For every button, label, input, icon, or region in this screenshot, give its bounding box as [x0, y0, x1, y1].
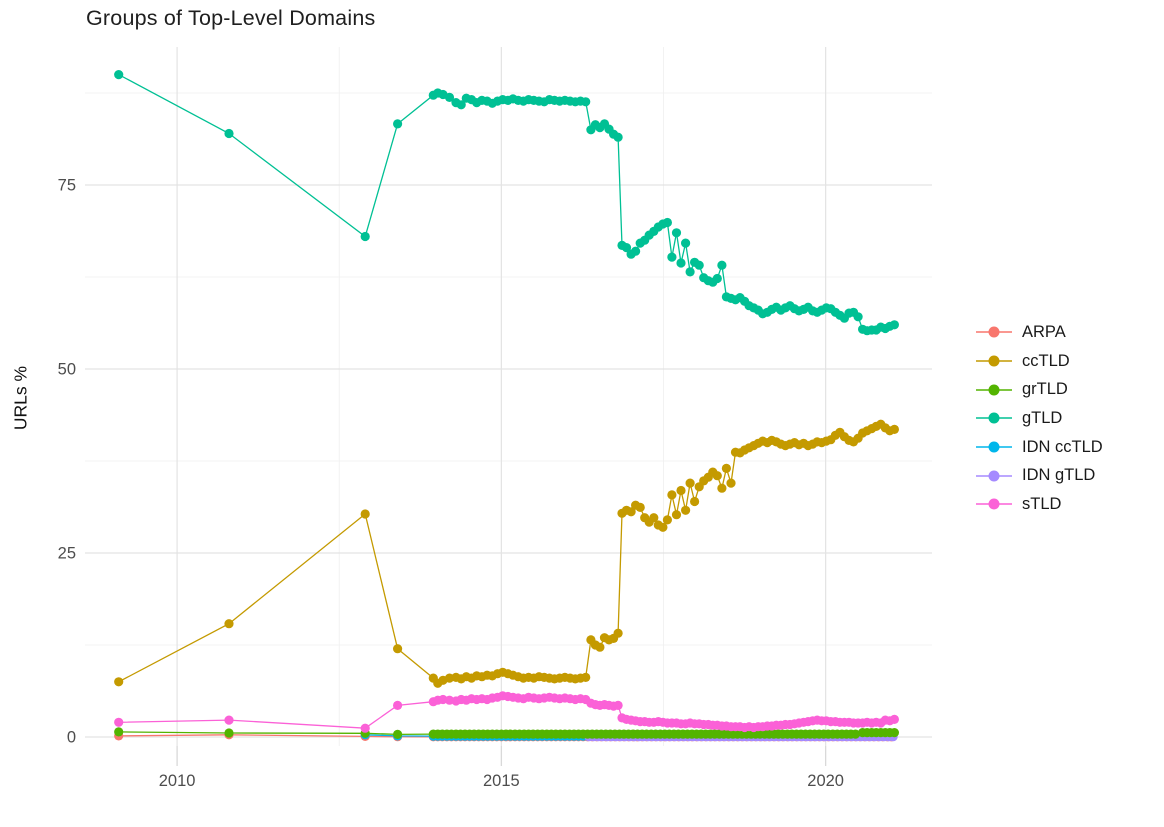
data-point-cctld	[662, 515, 673, 525]
data-point-gtld	[667, 252, 677, 262]
y-tick-label: 0	[67, 729, 76, 747]
data-point-cctld	[595, 642, 605, 652]
data-point-gtld	[444, 92, 455, 102]
series-line-gtld	[118, 74, 895, 332]
data-point-stld	[224, 715, 234, 725]
legend-key-point	[988, 326, 1000, 338]
data-point-stld	[613, 700, 623, 711]
x-tick-label: 2010	[159, 772, 196, 790]
chart-title: Groups of Top-Level Domains	[86, 6, 376, 30]
data-point-gtld	[224, 128, 234, 139]
legend-item-label: ARPA	[1022, 322, 1066, 341]
data-point-gtld	[671, 228, 682, 238]
data-point-cctld	[658, 522, 668, 532]
data-point-cctld	[393, 644, 403, 654]
legend-item-cctld: ccTLD	[976, 347, 1103, 376]
legend-item-label: gTLD	[1022, 408, 1063, 427]
data-point-gtld	[581, 97, 591, 107]
legend-item-idn-gtld: IDN gTLD	[976, 461, 1103, 490]
data-point-stld	[114, 717, 124, 727]
legend-item-arpa: ARPA	[976, 318, 1103, 347]
data-point-cctld	[685, 478, 695, 488]
data-point-cctld	[681, 505, 691, 515]
data-point-stld	[393, 700, 403, 711]
legend-key-point	[988, 384, 1000, 396]
data-point-grtld	[224, 728, 234, 738]
data-point-cctld	[717, 483, 727, 493]
data-point-cctld	[224, 619, 234, 629]
legend-key-icon	[976, 326, 1012, 338]
data-point-gtld	[631, 246, 641, 256]
legend-key-icon	[976, 470, 1012, 482]
data-point-stld	[889, 714, 900, 725]
data-point-gtld	[717, 260, 727, 270]
x-tick-label: 2020	[807, 772, 844, 790]
data-point-cctld	[667, 490, 677, 500]
legend: ARPA ccTLD grTLD gTLD IDN ccTLD IDN gTLD sTLD	[976, 318, 1103, 519]
data-point-cctld	[114, 677, 124, 687]
legend-item-grtld: grTLD	[976, 375, 1103, 404]
data-point-gtld	[662, 217, 673, 228]
legend-key-point	[988, 441, 1000, 453]
legend-key-point	[988, 412, 1000, 424]
data-point-cctld	[889, 424, 900, 434]
data-point-gtld	[621, 243, 632, 253]
x-tick-label: 2015	[483, 772, 520, 790]
legend-key-icon	[976, 355, 1012, 367]
legend-key-point	[988, 355, 1000, 367]
data-point-gtld	[613, 132, 623, 142]
legend-item-gtld: gTLD	[976, 404, 1103, 433]
legend-item-label: grTLD	[1022, 380, 1068, 399]
data-point-gtld	[360, 231, 370, 242]
legend-key-icon	[976, 498, 1012, 510]
legend-key-icon	[976, 412, 1012, 424]
data-point-cctld	[712, 471, 722, 481]
legend-item-label: IDN gTLD	[1022, 466, 1096, 485]
data-point-gtld	[889, 320, 900, 330]
legend-item-label: ccTLD	[1022, 351, 1070, 370]
data-point-grtld	[114, 727, 124, 737]
data-point-grtld	[889, 728, 900, 738]
data-point-gtld	[853, 312, 863, 322]
data-point-cctld	[721, 463, 732, 473]
data-point-cctld	[613, 628, 623, 638]
legend-item-label: sTLD	[1022, 494, 1062, 513]
data-point-gtld	[712, 273, 722, 284]
data-point-cctld	[671, 510, 682, 520]
data-point-cctld	[676, 485, 686, 496]
data-point-gtld	[681, 238, 691, 248]
legend-key-point	[988, 470, 1000, 482]
data-point-stld	[360, 723, 370, 733]
series-line-cctld	[118, 423, 895, 685]
legend-key-icon	[976, 384, 1012, 396]
data-point-gtld	[114, 70, 124, 80]
data-point-gtld	[694, 260, 704, 270]
legend-key-icon	[976, 441, 1012, 453]
y-tick-label: 50	[58, 361, 76, 379]
data-point-cctld	[360, 509, 370, 519]
legend-key-point	[988, 498, 1000, 510]
data-point-gtld	[676, 258, 686, 268]
y-tick-label: 25	[58, 545, 76, 563]
data-point-gtld	[685, 267, 695, 277]
data-point-cctld	[581, 672, 591, 683]
data-point-cctld	[726, 478, 736, 488]
data-point-cctld	[649, 513, 659, 523]
legend-item-label: IDN ccTLD	[1022, 437, 1103, 456]
data-point-cctld	[635, 502, 645, 512]
legend-item-idn-cctld: IDN ccTLD	[976, 433, 1103, 462]
data-point-grtld	[850, 729, 861, 739]
legend-item-stld: sTLD	[976, 490, 1103, 519]
data-point-gtld	[456, 100, 466, 110]
data-point-cctld	[626, 507, 636, 517]
data-point-gtld	[393, 119, 403, 129]
data-point-grtld	[393, 729, 403, 740]
data-point-cctld	[690, 496, 700, 507]
y-tick-label: 75	[58, 177, 76, 195]
